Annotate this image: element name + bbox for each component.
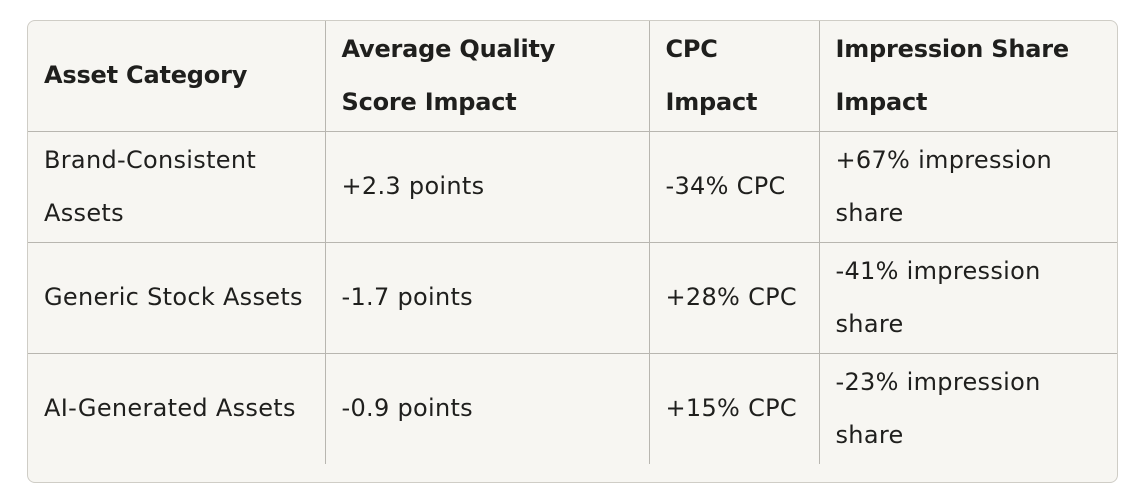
table-row: Generic Stock Assets -1.7 points +28% CP…	[28, 241, 1117, 354]
table-header: Asset Category Average Quality Score Imp…	[28, 21, 1117, 132]
cell-value: +67% impression share	[835, 145, 1053, 227]
header-label: Average Quality Score Impact	[341, 34, 556, 116]
data-table: Asset Category Average Quality Score Imp…	[28, 21, 1117, 464]
cell-value: -0.9 points	[341, 394, 473, 423]
header-label: Impression Share Impact	[835, 34, 1070, 116]
table-container: Asset Category Average Quality Score Imp…	[27, 20, 1118, 483]
cell-cpc-impact: +28% CPC	[648, 241, 820, 354]
cell-asset-category: Generic Stock Assets	[28, 241, 326, 354]
header-label: Asset Category	[44, 61, 248, 90]
cell-quality-score-impact: +2.3 points	[324, 130, 650, 243]
header-impression-share-impact: Impression Share Impact	[818, 21, 1117, 132]
cell-quality-score-impact: -1.7 points	[324, 241, 650, 354]
cell-value: +28% CPC	[665, 283, 797, 311]
cell-value: Brand-Consistent Assets	[44, 145, 257, 227]
cell-quality-score-impact: -0.9 points	[324, 352, 650, 464]
cell-cpc-impact: +15% CPC	[648, 352, 820, 464]
cell-asset-category: AI-Generated Assets	[28, 352, 326, 464]
cell-value: Generic Stock Assets	[44, 283, 303, 311]
cell-value: AI-Generated Assets	[44, 394, 296, 423]
table-body: Brand-Consistent Assets +2.3 points -34%…	[28, 130, 1117, 464]
header-asset-category: Asset Category	[28, 21, 326, 132]
cell-value: -34% CPC	[665, 172, 786, 200]
cell-value: +2.3 points	[341, 172, 485, 200]
cell-asset-category: Brand-Consistent Assets	[28, 130, 326, 243]
cell-cpc-impact: -34% CPC	[648, 130, 820, 243]
table-row: Brand-Consistent Assets +2.3 points -34%…	[28, 130, 1117, 243]
cell-impression-share-impact: +67% impression share	[818, 130, 1117, 243]
cell-value: -1.7 points	[341, 283, 473, 311]
cell-value: -23% impression share	[835, 367, 1041, 449]
cell-impression-share-impact: -23% impression share	[818, 352, 1117, 464]
header-row: Asset Category Average Quality Score Imp…	[28, 21, 1117, 132]
header-cpc-impact: CPC Impact	[648, 21, 820, 132]
header-quality-score-impact: Average Quality Score Impact	[324, 21, 650, 132]
header-label: CPC Impact	[665, 34, 758, 116]
cell-value: +15% CPC	[665, 394, 797, 423]
cell-impression-share-impact: -41% impression share	[818, 241, 1117, 354]
cell-value: -41% impression share	[835, 256, 1041, 338]
table-row: AI-Generated Assets -0.9 points +15% CPC…	[28, 352, 1117, 464]
